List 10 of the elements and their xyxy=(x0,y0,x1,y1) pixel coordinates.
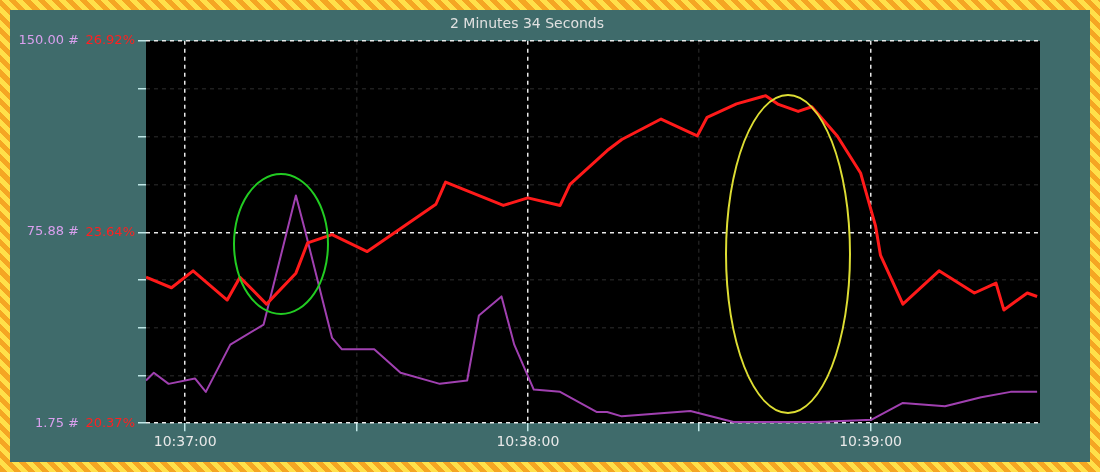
x-tick-label: 10:39:00 xyxy=(839,433,903,450)
y-tick-label: 20.37% xyxy=(85,414,135,430)
y2-tick-label: 150.00 # xyxy=(18,32,79,48)
x-tick-label: 10:38:00 xyxy=(496,433,560,450)
x-tick-label: 10:37:00 xyxy=(153,433,217,450)
chart-title: 2 Minutes 34 Seconds xyxy=(450,15,604,32)
y-tick-label: 26.92% xyxy=(85,32,135,48)
y2-tick-label: 1.75 # xyxy=(35,414,79,430)
y-tick-label: 23.64% xyxy=(85,223,135,239)
y2-tick-label: 75.88 # xyxy=(26,223,79,239)
